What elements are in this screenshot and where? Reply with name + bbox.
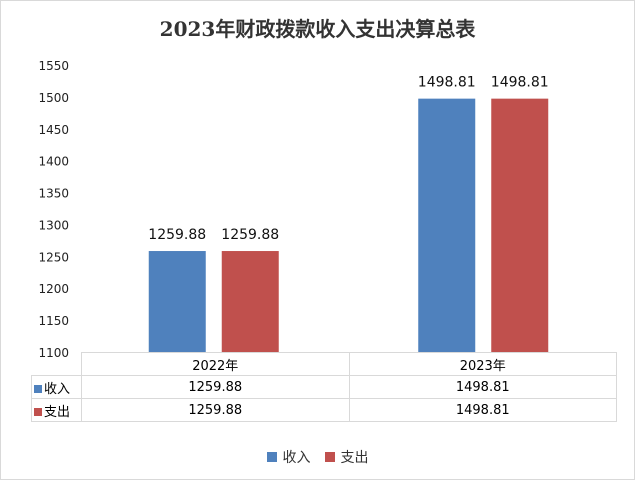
data-label: 1498.81 xyxy=(418,75,476,91)
bar-expense xyxy=(221,251,279,353)
series-swatch-icon xyxy=(34,408,42,416)
y-tick-label: 1200 xyxy=(38,282,69,296)
table-row-label: 收入 xyxy=(44,381,71,397)
y-tick-label: 1550 xyxy=(38,59,69,73)
data-label: 1259.88 xyxy=(221,227,279,243)
data-label: 1259.88 xyxy=(148,227,206,243)
y-tick-label: 1450 xyxy=(38,123,69,137)
legend-item-income: 收入 xyxy=(266,447,311,467)
y-tick-label: 1500 xyxy=(38,91,69,105)
table-cell: 1498.81 xyxy=(348,375,617,399)
bar-income xyxy=(418,98,476,353)
table-row-head: 支出 xyxy=(31,398,82,422)
y-tick-label: 1150 xyxy=(38,314,69,328)
legend-swatch-icon xyxy=(324,452,335,462)
bar-expense xyxy=(491,98,549,353)
table-row: 支出 1259.88 1498.81 xyxy=(31,398,617,422)
legend: 收入 支出 xyxy=(1,447,634,467)
legend-label: 支出 xyxy=(340,450,369,466)
y-tick-label: 1250 xyxy=(38,250,69,264)
table-cell: 1498.81 xyxy=(348,398,617,422)
y-tick-label: 1300 xyxy=(38,218,69,232)
table-row: 收入 1259.88 1498.81 xyxy=(31,375,617,399)
table-category-header: 2022年 xyxy=(81,352,350,376)
chart-title: 2023年财政拨款收入支出决算总表 xyxy=(159,17,476,41)
data-table: 2022年 2023年 收入 1259.88 1498.81 支出 1259.8… xyxy=(31,352,617,422)
table-row-head: 收入 xyxy=(31,375,82,399)
bar-income xyxy=(148,251,206,353)
table-cell: 1259.88 xyxy=(81,398,350,422)
legend-label: 收入 xyxy=(282,450,311,466)
y-tick-label: 1400 xyxy=(38,155,69,169)
series-swatch-icon xyxy=(34,385,42,393)
y-tick-label: 1350 xyxy=(38,187,69,201)
bars-group xyxy=(148,98,549,353)
table-category-header: 2023年 xyxy=(348,352,617,376)
table-row-label: 支出 xyxy=(44,404,71,420)
legend-item-expense: 支出 xyxy=(324,447,369,467)
table-cell: 1259.88 xyxy=(81,375,350,399)
data-label: 1498.81 xyxy=(491,75,549,91)
legend-swatch-icon xyxy=(266,452,277,462)
data-labels-group: 1259.88 1259.88 1498.81 1498.81 xyxy=(148,75,548,243)
table-header-row: 2022年 2023年 xyxy=(31,352,617,376)
table-corner-cell xyxy=(31,352,82,376)
